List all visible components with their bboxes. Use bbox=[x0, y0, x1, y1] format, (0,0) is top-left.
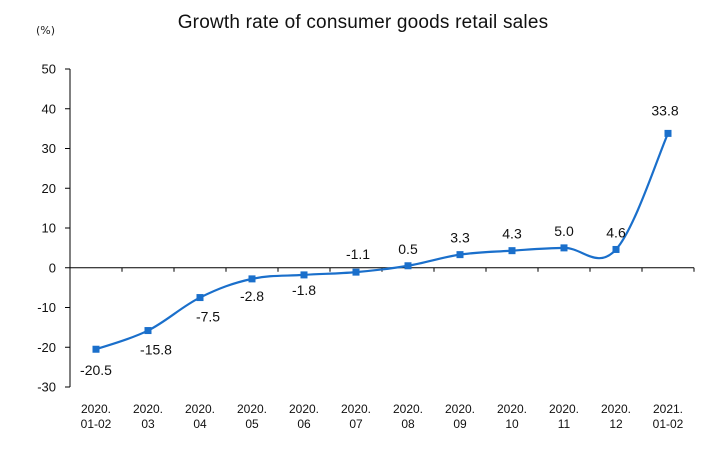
x-tick-label-period: 01-02 bbox=[81, 417, 112, 431]
data-point-marker bbox=[196, 294, 204, 302]
data-label: 33.8 bbox=[651, 102, 678, 118]
data-point-marker bbox=[300, 271, 308, 279]
x-tick-label-year: 2020. bbox=[393, 402, 423, 416]
x-tick-label-year: 2020. bbox=[601, 402, 631, 416]
x-tick-label-year: 2020. bbox=[81, 402, 111, 416]
y-tick-label: 50 bbox=[42, 62, 56, 77]
x-tick-label-year: 2020. bbox=[133, 402, 163, 416]
data-label: -7.5 bbox=[196, 309, 220, 325]
data-point-marker bbox=[92, 345, 100, 353]
data-label: -15.8 bbox=[140, 342, 172, 358]
data-label: 0.5 bbox=[398, 241, 418, 257]
x-tick-label-period: 08 bbox=[401, 417, 415, 431]
y-tick-label: 0 bbox=[49, 260, 56, 275]
x-tick-label-year: 2020. bbox=[237, 402, 267, 416]
x-tick-label-year: 2021. bbox=[653, 402, 683, 416]
x-tick-label-year: 2020. bbox=[497, 402, 527, 416]
x-tick-label-period: 06 bbox=[297, 417, 311, 431]
data-point-marker bbox=[352, 268, 360, 276]
data-label: -20.5 bbox=[80, 362, 112, 378]
data-point-marker bbox=[144, 327, 152, 335]
data-point-marker bbox=[404, 262, 412, 270]
y-tick-label: 10 bbox=[42, 221, 56, 236]
x-tick-label-year: 2020. bbox=[341, 402, 371, 416]
data-point-marker bbox=[456, 251, 464, 259]
x-tick-label-year: 2020. bbox=[289, 402, 319, 416]
y-tick-label: -20 bbox=[37, 340, 56, 355]
y-tick-label: 20 bbox=[42, 181, 56, 196]
data-label: 4.3 bbox=[502, 226, 522, 242]
data-label: -1.1 bbox=[346, 246, 370, 262]
x-tick-label-period: 10 bbox=[505, 417, 519, 431]
data-label: 3.3 bbox=[450, 230, 470, 246]
x-tick-label-period: 09 bbox=[453, 417, 467, 431]
y-tick-label: 30 bbox=[42, 141, 56, 156]
data-point-marker bbox=[248, 275, 256, 283]
data-label: -1.8 bbox=[292, 282, 316, 298]
series-line bbox=[95, 132, 670, 351]
data-label: 4.6 bbox=[606, 224, 626, 240]
x-tick-label-period: 07 bbox=[349, 417, 363, 431]
y-tick-label: -30 bbox=[37, 380, 56, 395]
data-point-marker bbox=[508, 247, 516, 255]
y-tick-label: -10 bbox=[37, 300, 56, 315]
data-point-marker bbox=[560, 244, 568, 252]
data-label: 5.0 bbox=[554, 223, 574, 239]
x-tick-label-year: 2020. bbox=[549, 402, 579, 416]
x-tick-label-period: 11 bbox=[558, 417, 571, 431]
x-tick-label-year: 2020. bbox=[445, 402, 475, 416]
y-unit-label: (%) bbox=[36, 24, 56, 37]
data-label: -2.8 bbox=[240, 288, 264, 304]
x-tick-label-period: 04 bbox=[193, 417, 207, 431]
chart-title: Growth rate of consumer goods retail sal… bbox=[177, 12, 549, 33]
x-tick-label-period: 01-02 bbox=[653, 417, 684, 431]
data-point-marker bbox=[664, 129, 672, 137]
x-tick-label-year: 2020. bbox=[185, 402, 215, 416]
x-tick-label-period: 12 bbox=[609, 417, 623, 431]
y-tick-label: 40 bbox=[42, 101, 56, 116]
data-point-marker bbox=[612, 245, 620, 253]
x-tick-label-period: 05 bbox=[245, 417, 259, 431]
x-tick-label-period: 03 bbox=[141, 417, 155, 431]
